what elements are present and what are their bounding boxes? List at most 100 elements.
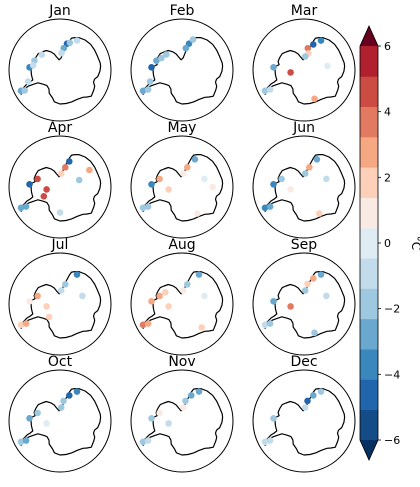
- panel-background: [131, 19, 233, 121]
- station-marker: [153, 57, 160, 64]
- map-boundary: [8, 18, 112, 122]
- station-marker: [304, 397, 311, 405]
- panel-jan: Jan: [8, 3, 112, 122]
- map-boundary: [8, 369, 112, 473]
- panel-mar: Mar: [252, 3, 356, 122]
- station-marker: [195, 271, 203, 278]
- panel-may: May: [130, 120, 234, 239]
- station-marker: [261, 321, 269, 329]
- colorbar-label: °C: [409, 236, 420, 250]
- panel-title: Sep: [291, 237, 318, 253]
- panel-aug: Aug: [130, 237, 234, 356]
- station-marker: [26, 181, 33, 188]
- station-marker: [278, 175, 285, 183]
- station-marker: [310, 392, 317, 399]
- station-marker: [287, 69, 294, 76]
- station-marker: [34, 292, 41, 300]
- station-marker: [266, 86, 274, 93]
- station-marker: [148, 298, 155, 305]
- station-marker: [45, 313, 53, 321]
- station-marker: [201, 175, 208, 183]
- panel-title: Aug: [168, 237, 195, 253]
- station-marker: [317, 271, 325, 278]
- panel-background: [9, 253, 111, 355]
- panel-feb: Feb: [130, 3, 234, 122]
- panel-background: [253, 136, 355, 238]
- station-marker: [66, 392, 73, 399]
- panel-title: Mar: [291, 3, 318, 19]
- station-marker: [60, 397, 67, 405]
- station-marker: [62, 164, 69, 171]
- map-boundary: [8, 252, 112, 356]
- station-marker: [301, 53, 309, 60]
- station-marker: [165, 420, 172, 427]
- map-boundary: [130, 18, 234, 122]
- station-marker: [266, 320, 274, 327]
- station-marker: [66, 39, 74, 47]
- station-marker: [270, 415, 277, 422]
- station-marker: [21, 87, 29, 94]
- station-marker: [188, 392, 195, 399]
- station-marker: [40, 193, 48, 200]
- station-marker: [317, 37, 325, 44]
- panel-background: [253, 253, 355, 355]
- colorbar-segment: [360, 167, 378, 198]
- station-marker: [58, 49, 65, 57]
- panel-background: [9, 136, 111, 238]
- panel-jun: Jun: [252, 120, 356, 239]
- map-boundary: [8, 135, 112, 239]
- station-marker: [34, 409, 41, 417]
- colorbar-segment: [360, 379, 378, 411]
- station-marker: [139, 204, 147, 212]
- station-marker: [182, 44, 190, 52]
- colorbar-tick-label: 2: [384, 171, 391, 184]
- colorbar-segment: [360, 258, 378, 289]
- station-marker: [17, 438, 25, 446]
- station-marker: [165, 303, 172, 310]
- colorbar-segment: [360, 46, 378, 77]
- colorbar-segment: [360, 409, 378, 441]
- panel-background: [253, 19, 355, 121]
- station-marker: [73, 388, 81, 395]
- colorbar-segment: [360, 227, 378, 259]
- station-marker: [43, 303, 50, 310]
- station-marker: [38, 51, 46, 58]
- station-marker: [57, 170, 65, 177]
- panel-apr: Apr: [8, 120, 112, 239]
- station-marker: [310, 275, 317, 282]
- panel-oct: Oct: [8, 354, 112, 473]
- station-marker: [317, 388, 325, 395]
- colorbar-tick-label: 4: [384, 106, 391, 119]
- station-marker: [148, 64, 155, 71]
- map-boundary: [252, 369, 356, 473]
- station-marker: [139, 87, 147, 95]
- panel-title: Apr: [48, 120, 72, 136]
- panel-grid: Jan Feb Mar Apr May Jun Jul Aug Sep Oct Nov Dec: [8, 3, 356, 473]
- colorbar-segment: [360, 197, 378, 229]
- station-marker: [163, 51, 170, 58]
- colorbar-segment: [360, 349, 378, 380]
- station-marker: [22, 203, 30, 210]
- panel-title: Oct: [48, 354, 73, 370]
- panel-title: Feb: [170, 3, 195, 19]
- station-marker: [165, 186, 172, 193]
- colorbar-tick-label: −4: [384, 368, 400, 381]
- map-boundary: [130, 369, 234, 473]
- station-marker: [191, 156, 199, 163]
- station-marker: [29, 62, 37, 69]
- panel-background: [9, 19, 111, 121]
- station-marker: [261, 204, 269, 212]
- station-marker: [179, 287, 187, 294]
- station-marker: [86, 166, 93, 174]
- station-marker: [311, 95, 318, 103]
- station-marker: [73, 37, 81, 44]
- station-marker: [195, 388, 203, 395]
- panel-title: Nov: [168, 354, 195, 370]
- colorbar-segment: [360, 136, 378, 168]
- panel-title: Jan: [48, 3, 71, 19]
- colorbar: −6 −4 −2 0 2 4 6 °C: [359, 25, 420, 461]
- station-marker: [43, 186, 50, 193]
- station-marker: [144, 86, 152, 93]
- station-marker: [34, 175, 41, 183]
